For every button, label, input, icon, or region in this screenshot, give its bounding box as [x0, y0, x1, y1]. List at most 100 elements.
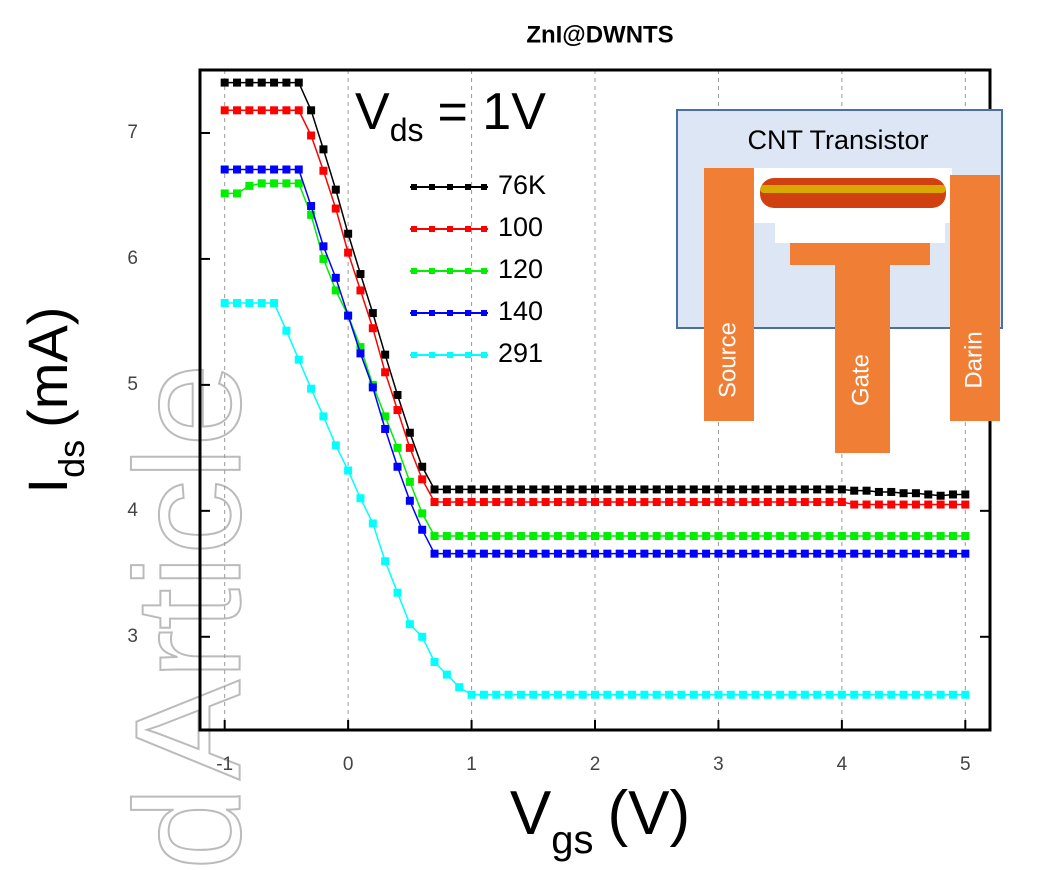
data-point: [763, 690, 772, 699]
data-point: [331, 185, 340, 194]
data-point: [455, 485, 464, 494]
data-point: [467, 690, 476, 699]
data-point: [504, 549, 513, 558]
legend-label: 100: [498, 212, 543, 242]
legend-marker: [481, 268, 487, 274]
data-point: [813, 485, 822, 494]
data-point: [516, 532, 525, 541]
data-point: [825, 498, 834, 507]
data-point: [911, 489, 920, 498]
data-point: [307, 106, 316, 115]
data-point: [467, 498, 476, 507]
source-electrode: [704, 168, 754, 421]
data-point: [455, 532, 464, 541]
legend-label: 120: [498, 254, 543, 284]
data-point: [911, 690, 920, 699]
data-point: [492, 690, 501, 699]
data-point: [874, 549, 883, 558]
data-point: [948, 690, 957, 699]
data-point: [257, 106, 266, 115]
legend-marker: [481, 310, 487, 316]
data-point: [640, 549, 649, 558]
data-point: [924, 690, 933, 699]
inset-title: CNT Transistor: [747, 125, 928, 155]
data-point: [233, 299, 242, 308]
data-point: [911, 532, 920, 541]
data-point: [578, 549, 587, 558]
watermark: Article d: [103, 362, 273, 870]
data-point: [850, 500, 859, 509]
data-point: [393, 588, 402, 597]
data-point: [319, 166, 328, 175]
x-tick-label: 4: [837, 754, 848, 775]
data-point: [726, 690, 735, 699]
data-point: [936, 500, 945, 509]
data-point: [529, 532, 538, 541]
data-point: [566, 690, 575, 699]
data-point: [751, 532, 760, 541]
data-point: [776, 485, 785, 494]
data-point: [776, 498, 785, 507]
data-point: [862, 549, 871, 558]
data-point: [652, 485, 661, 494]
data-point: [492, 485, 501, 494]
data-point: [529, 549, 538, 558]
annotation-subscript: ds: [390, 112, 424, 148]
data-point: [430, 549, 439, 558]
data-point: [405, 496, 414, 505]
data-point: [788, 498, 797, 507]
data-point: [702, 485, 711, 494]
legend-marker: [447, 184, 453, 190]
data-point: [961, 490, 970, 499]
data-point: [825, 485, 834, 494]
data-point: [430, 532, 439, 541]
y-axis-unit: (mA): [16, 307, 79, 428]
data-point: [233, 78, 242, 87]
data-point: [294, 179, 303, 188]
data-point: [220, 106, 229, 115]
data-point: [763, 532, 772, 541]
data-point: [628, 549, 637, 558]
data-point: [887, 487, 896, 496]
data-point: [541, 549, 550, 558]
data-point: [936, 690, 945, 699]
gate-electrode: [835, 243, 890, 453]
data-point: [837, 549, 846, 558]
data-point: [714, 485, 723, 494]
data-point: [331, 286, 340, 295]
data-point: [405, 428, 414, 437]
data-point: [270, 106, 279, 115]
data-point: [356, 494, 365, 503]
data-point: [702, 549, 711, 558]
data-point: [850, 690, 859, 699]
data-point: [800, 690, 809, 699]
data-point: [603, 498, 612, 507]
legend-marker: [465, 352, 471, 358]
inset-label: Source: [714, 322, 741, 398]
data-point: [319, 412, 328, 421]
data-point: [442, 670, 451, 679]
data-point: [566, 498, 575, 507]
data-point: [344, 248, 353, 257]
data-point: [516, 549, 525, 558]
data-point: [603, 690, 612, 699]
data-point: [220, 189, 229, 198]
data-point: [233, 106, 242, 115]
data-point: [344, 229, 353, 238]
data-point: [788, 549, 797, 558]
data-point: [282, 179, 291, 188]
data-point: [924, 500, 933, 509]
data-point: [307, 202, 316, 211]
data-point: [899, 532, 908, 541]
data-point: [245, 78, 254, 87]
data-point: [294, 106, 303, 115]
data-point: [615, 690, 624, 699]
data-point: [603, 485, 612, 494]
data-point: [282, 106, 291, 115]
data-point: [936, 532, 945, 541]
data-point: [665, 690, 674, 699]
data-point: [578, 485, 587, 494]
x-tick-label: -1: [216, 754, 233, 775]
data-point: [578, 532, 587, 541]
data-point: [751, 498, 760, 507]
